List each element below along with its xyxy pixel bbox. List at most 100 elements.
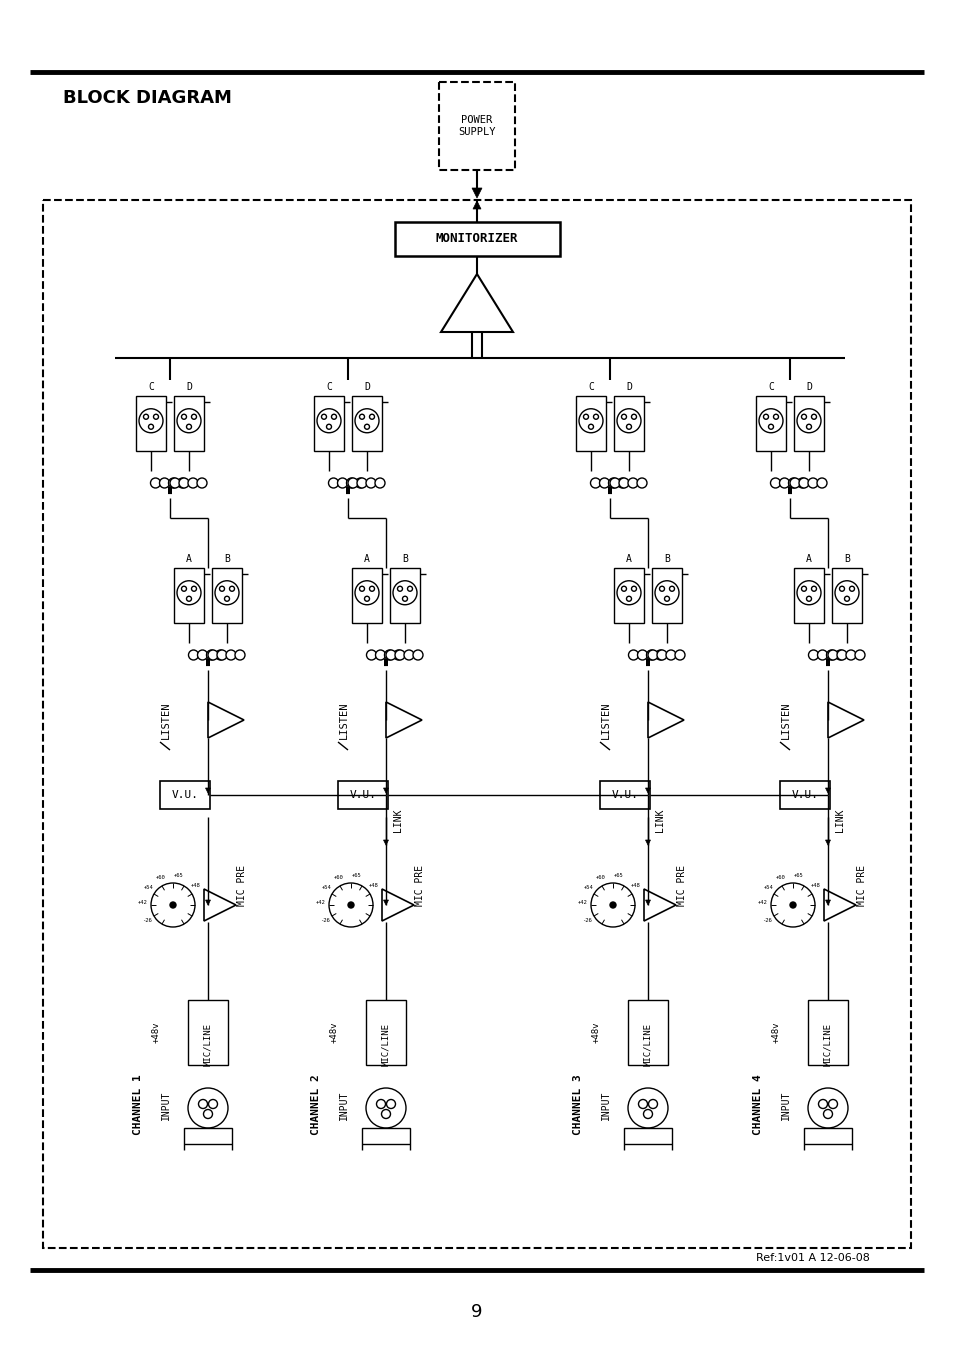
Bar (651, 567, 681, 623)
Bar (314, 396, 344, 451)
Circle shape (835, 650, 844, 661)
Text: INPUT: INPUT (600, 1090, 610, 1120)
Text: C: C (587, 382, 594, 392)
Circle shape (366, 1088, 406, 1128)
Circle shape (643, 1109, 652, 1119)
Text: LINK: LINK (834, 808, 844, 832)
Circle shape (675, 650, 684, 661)
Circle shape (788, 478, 798, 488)
Circle shape (854, 650, 864, 661)
Circle shape (848, 586, 854, 592)
Circle shape (620, 415, 626, 419)
Circle shape (159, 478, 170, 488)
Circle shape (355, 581, 378, 605)
Circle shape (796, 409, 821, 432)
Text: +48v: +48v (591, 1021, 599, 1043)
Circle shape (664, 596, 669, 601)
Text: +60: +60 (334, 875, 343, 881)
Circle shape (843, 596, 848, 601)
Circle shape (215, 650, 225, 661)
Circle shape (618, 478, 628, 488)
Bar (173, 567, 204, 623)
Bar (136, 396, 166, 451)
Text: D: D (186, 382, 192, 392)
Polygon shape (645, 788, 650, 793)
Circle shape (801, 415, 805, 419)
Bar (188, 1000, 228, 1065)
Circle shape (638, 1100, 647, 1109)
Circle shape (359, 586, 364, 592)
Circle shape (647, 650, 658, 661)
Circle shape (181, 415, 186, 419)
Circle shape (637, 478, 646, 488)
Circle shape (169, 478, 178, 488)
Bar (43, 200, 910, 1248)
Text: CHANNEL 4: CHANNEL 4 (752, 1074, 762, 1135)
Text: Ref:1v01 A 12-06-08: Ref:1v01 A 12-06-08 (756, 1252, 869, 1263)
Circle shape (631, 415, 636, 419)
Bar (184, 1128, 232, 1144)
Circle shape (617, 409, 640, 432)
Text: CHANNEL 1: CHANNEL 1 (132, 1074, 143, 1135)
Text: +48v: +48v (329, 1021, 338, 1043)
Bar (361, 1128, 410, 1144)
Circle shape (230, 586, 234, 592)
Circle shape (329, 884, 373, 927)
Circle shape (807, 478, 817, 488)
Text: MIC/LINE: MIC/LINE (643, 1023, 652, 1066)
Text: MIC/LINE: MIC/LINE (203, 1023, 213, 1066)
Circle shape (153, 415, 158, 419)
Text: +42: +42 (315, 900, 326, 905)
Text: BLOCK DIAGRAM: BLOCK DIAGRAM (63, 89, 232, 107)
Text: +60: +60 (775, 875, 784, 881)
Circle shape (364, 596, 369, 601)
Text: C: C (767, 382, 773, 392)
Circle shape (346, 478, 356, 488)
Text: A: A (625, 554, 631, 563)
Circle shape (355, 478, 365, 488)
Circle shape (825, 650, 836, 661)
Circle shape (805, 596, 811, 601)
Circle shape (768, 424, 773, 430)
Circle shape (598, 478, 609, 488)
Circle shape (149, 424, 153, 430)
Text: A: A (186, 554, 192, 563)
Circle shape (192, 586, 196, 592)
Circle shape (177, 409, 201, 432)
Bar (390, 567, 419, 623)
Circle shape (386, 650, 395, 661)
Polygon shape (205, 900, 211, 905)
Text: MIC/LINE: MIC/LINE (381, 1023, 390, 1066)
Circle shape (328, 478, 338, 488)
Circle shape (818, 1100, 826, 1109)
Circle shape (203, 1109, 213, 1119)
Circle shape (665, 650, 676, 661)
Bar (614, 567, 643, 623)
Circle shape (403, 650, 414, 661)
Circle shape (637, 650, 647, 661)
Circle shape (811, 415, 816, 419)
Polygon shape (645, 900, 650, 905)
Polygon shape (383, 788, 388, 793)
Circle shape (617, 581, 640, 605)
Text: -26: -26 (581, 917, 591, 923)
Text: MIC PRE: MIC PRE (415, 865, 424, 905)
Circle shape (393, 581, 416, 605)
Circle shape (807, 1088, 847, 1128)
Text: +48: +48 (369, 884, 378, 888)
Polygon shape (824, 900, 830, 905)
Bar (576, 396, 605, 451)
Circle shape (386, 1100, 395, 1109)
Text: -26: -26 (142, 917, 152, 923)
Circle shape (609, 478, 619, 488)
Bar (212, 567, 242, 623)
Polygon shape (824, 788, 830, 793)
Text: INPUT: INPUT (338, 1090, 349, 1120)
Bar (780, 781, 829, 809)
Circle shape (226, 650, 235, 661)
Circle shape (620, 586, 626, 592)
Text: B: B (224, 554, 230, 563)
Text: -26: -26 (320, 917, 330, 923)
Circle shape (192, 415, 196, 419)
Text: +54: +54 (321, 885, 331, 890)
